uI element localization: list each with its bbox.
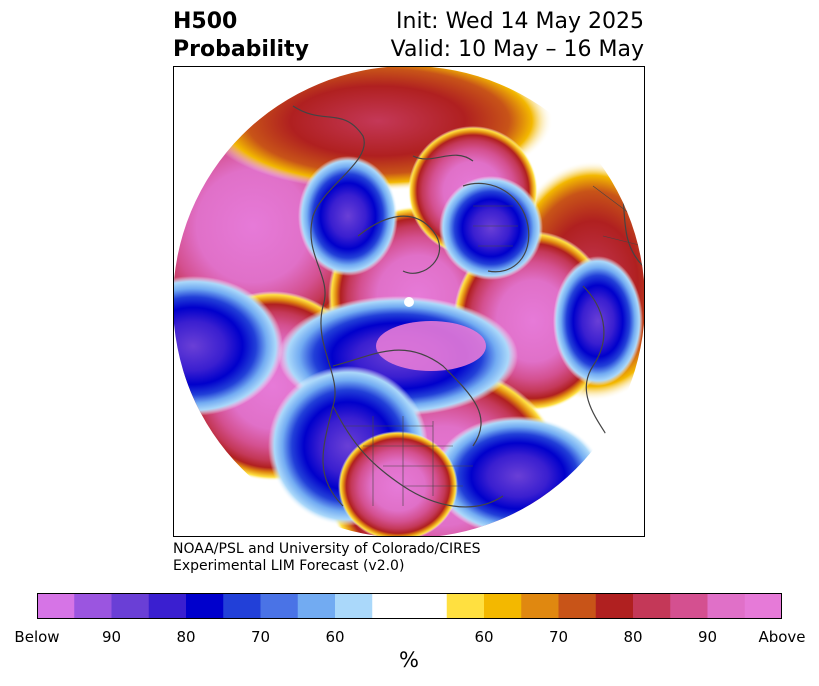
colorbar-segment <box>670 593 708 619</box>
colorbar-tick-label: 60 <box>325 628 345 646</box>
colorbar-tick-label: Below <box>14 628 60 646</box>
colorbar-segment <box>223 593 261 619</box>
colorbar-segment <box>111 593 150 619</box>
colorbar-segment <box>484 593 522 619</box>
valid-range: Valid: 10 May – 16 May <box>390 37 644 62</box>
colorbar-segment <box>595 593 634 619</box>
colorbar <box>37 593 782 619</box>
colorbar-segment <box>37 593 75 619</box>
pole-marker <box>404 297 414 307</box>
colorbar-segment <box>633 593 671 619</box>
colorbar-segment <box>446 593 485 619</box>
probability-map <box>173 66 645 537</box>
title-left: H500 Probability <box>173 8 309 64</box>
colorbar-tick-label: Above <box>758 628 806 646</box>
colorbar-segment <box>744 593 782 619</box>
colorbar-segment <box>521 593 559 619</box>
colorbar-tick-label: 70 <box>548 628 569 646</box>
colorbar-segment <box>558 593 597 619</box>
credit-line-2: Experimental LIM Forecast (v2.0) <box>173 558 405 574</box>
colorbar-tick-label: 90 <box>101 628 122 646</box>
colorbar-tick-label: 90 <box>697 628 718 646</box>
colorbar-segment <box>335 593 373 619</box>
colorbar-segment <box>372 593 410 619</box>
colorbar-segment <box>297 593 336 619</box>
colorbar-tick-label: 60 <box>474 628 494 646</box>
borders <box>343 185 644 506</box>
credit-line-1: NOAA/PSL and University of Colorado/CIRE… <box>173 541 481 557</box>
colorbar-tick-label: 70 <box>250 628 271 646</box>
colorbar-segment <box>74 593 112 619</box>
colorbar-segment <box>409 593 448 619</box>
credit-block: NOAA/PSL and University of Colorado/CIRE… <box>173 541 481 575</box>
title-variable: H500 <box>173 9 238 34</box>
colorbar-tick-label: 80 <box>623 628 643 646</box>
init-date: Init: Wed 14 May 2025 <box>396 9 644 34</box>
colorbar-segment <box>148 593 187 619</box>
colorbar-segment <box>260 593 299 619</box>
colorbar-tick-label: 80 <box>176 628 196 646</box>
colorbar-unit: % <box>399 648 419 672</box>
colorbar-segment <box>186 593 224 619</box>
title-quantity: Probability <box>173 37 309 62</box>
title-right: Init: Wed 14 May 2025 Valid: 10 May – 16… <box>391 8 644 64</box>
colorbar-segment <box>707 593 746 619</box>
colorbar-border <box>37 593 782 619</box>
